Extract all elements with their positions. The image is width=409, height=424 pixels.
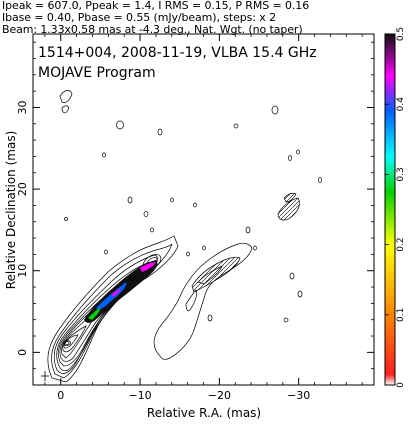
pol-knot-hatched [191, 256, 241, 293]
y-tick-label: 20 [16, 182, 29, 196]
pol-island-a [289, 272, 295, 280]
beam-marker [41, 371, 49, 381]
chart-subtitle: MOJAVE Program [38, 65, 156, 81]
colorbar-tick-label: 0.4 [396, 97, 406, 112]
header-line-1: Ipeak = 607.0, Ppeak = 1.4, I RMS = 0.15… [2, 0, 310, 12]
pol-island-d [288, 155, 292, 161]
colorbar-tick-label: 0.5 [396, 27, 406, 41]
noise-island-13 [253, 245, 257, 251]
pol-tail [185, 289, 197, 312]
pol-far-knot-2 [283, 192, 297, 203]
y-axis-label: Relative Declination (mas) [4, 131, 18, 290]
x-axis-label: Relative R.A. (mas) [147, 406, 261, 420]
pol-far-knot [277, 197, 300, 221]
pol-island-b [297, 290, 303, 298]
colorbar-tick-label: 0 [396, 382, 406, 388]
noise-island-15 [202, 245, 206, 251]
noise-island-5 [157, 128, 163, 136]
colorbar-tick-label: 0.1 [396, 308, 406, 322]
noise-island-3 [116, 120, 124, 130]
pol-island-c [271, 105, 279, 115]
noise-island-4 [102, 152, 106, 158]
pol-island-h [207, 314, 213, 322]
x-ticks: 0 −10 −20 −30 [44, 34, 363, 402]
header-line-2: Ibase = 0.40, Pbase = 0.55 (mJy/beam), s… [2, 11, 277, 24]
colorbar [384, 33, 396, 386]
pol-patch-blue [96, 282, 127, 310]
contour-level-1 [47, 235, 179, 383]
pol-outline [153, 242, 253, 360]
polarization-color-overlay [84, 260, 158, 323]
y-tick-label: 10 [16, 264, 29, 278]
colorbar-ticks: 0 0.1 0.2 0.3 0.4 0.5 [385, 27, 406, 388]
plot-frame [32, 33, 375, 386]
pol-island-g [245, 226, 251, 234]
colorbar-tick-label: 0.2 [396, 237, 406, 251]
y-tick-label: 30 [16, 100, 29, 114]
pol-island-i [283, 317, 289, 323]
y-ticks: 0 10 20 30 [16, 41, 374, 370]
stokes-i-contours [47, 235, 179, 383]
pol-patch-green [88, 308, 100, 320]
pol-spot-black [128, 275, 136, 281]
core-contour-10 [63, 340, 71, 346]
noise-island-1 [59, 90, 73, 103]
noise-island-2 [61, 105, 69, 114]
pol-island-f [318, 177, 322, 183]
core-contour-11 [64, 341, 70, 345]
pol-patch-magenta-2 [112, 289, 121, 297]
noise-island-9 [150, 227, 154, 233]
noise-island-11 [104, 249, 108, 255]
noise-island-8 [143, 211, 149, 217]
x-tick-label: −10 [128, 389, 151, 402]
pol-island-j [193, 202, 197, 208]
pol-intensity-contours [153, 105, 322, 360]
pol-inner-1 [197, 265, 223, 285]
pol-island-e [296, 149, 300, 155]
x-tick-label: −20 [208, 389, 231, 402]
x-tick-label: 0 [57, 389, 64, 402]
noise-island-6 [64, 217, 68, 221]
contour-level-2 [51, 243, 173, 379]
pol-patch-magenta [140, 262, 156, 272]
colorbar-tick-label: 0.3 [396, 167, 406, 181]
header-line-3: Beam: 1.33x0.58 mas at -4.3 deg., Nat. W… [2, 23, 303, 36]
noise-islands [59, 90, 257, 257]
chart-title: 1514+004, 2008-11-19, VLBA 15.4 GHz [38, 45, 317, 61]
y-tick-label: 0 [16, 349, 29, 356]
noise-island-14 [186, 251, 190, 257]
noise-island-10 [170, 197, 174, 203]
x-tick-label: −30 [287, 389, 310, 402]
noise-island-7 [127, 196, 133, 204]
noise-island-12 [233, 123, 239, 129]
